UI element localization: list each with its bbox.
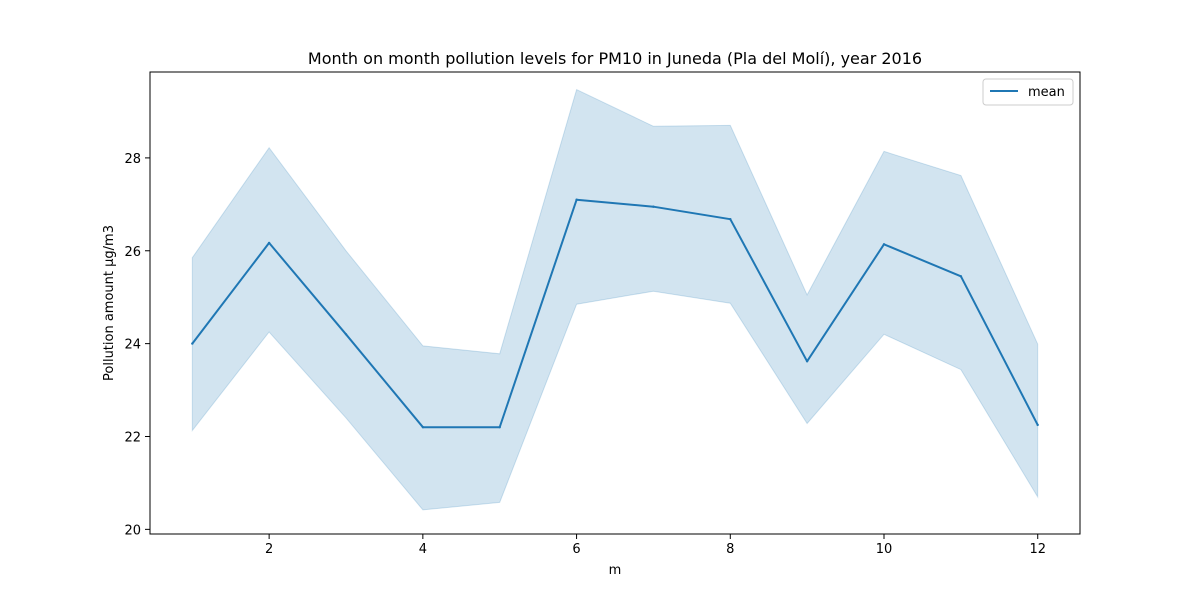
data-point-mean-6 xyxy=(575,198,578,201)
data-point-mean-8 xyxy=(729,218,732,221)
series-line-mean xyxy=(191,198,1039,429)
legend-box xyxy=(982,78,1074,106)
data-point-mean-12 xyxy=(1036,423,1039,427)
data-point-mean-2 xyxy=(267,241,271,245)
x-tick-label: 8 xyxy=(726,542,734,557)
legend: mean xyxy=(982,78,1074,106)
chart-title: Month on month pollution levels for PM10… xyxy=(308,49,922,68)
y-tick-label: 24 xyxy=(124,338,141,353)
plot-area xyxy=(191,88,1039,511)
data-point-mean-11 xyxy=(959,275,963,278)
data-point-mean-9 xyxy=(805,360,809,363)
data-point-mean-3 xyxy=(344,333,348,336)
x-tick-label: 12 xyxy=(1029,542,1046,557)
data-point-mean-10 xyxy=(882,243,886,246)
data-point-mean-7 xyxy=(652,205,655,208)
data-point-mean-5 xyxy=(498,426,501,429)
y-axis: 20 22 24 26 28 xyxy=(124,152,150,538)
x-axis: 2 4 6 8 10 12 xyxy=(265,534,1046,557)
x-tick-label: 6 xyxy=(572,542,580,557)
y-axis-label: Pollution amount µg/m3 xyxy=(102,225,117,381)
plot-frame xyxy=(149,71,1081,535)
x-tick-label: 2 xyxy=(265,542,273,557)
x-tick-label: 4 xyxy=(419,542,427,557)
y-tick-label: 28 xyxy=(124,152,141,167)
legend-label-mean: mean xyxy=(1028,85,1065,100)
x-tick-label: 10 xyxy=(876,542,893,557)
y-tick-label: 22 xyxy=(124,430,141,445)
x-axis-label: m xyxy=(609,563,622,578)
data-point-mean-1 xyxy=(191,342,194,345)
y-tick-label: 20 xyxy=(124,523,141,538)
data-point-mean-4 xyxy=(421,426,425,429)
y-tick-label: 26 xyxy=(124,245,141,260)
